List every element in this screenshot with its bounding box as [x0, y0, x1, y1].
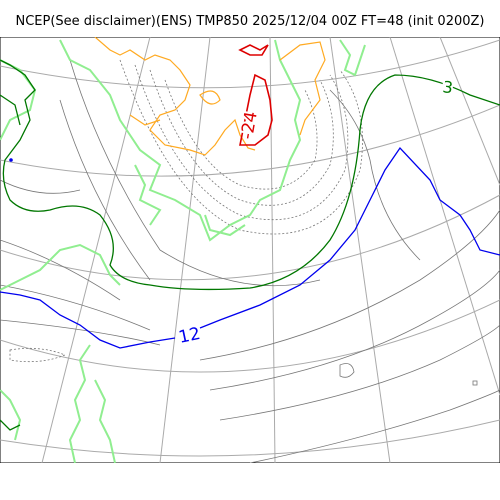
station-marker [9, 158, 13, 162]
latitude-circle [0, 104, 500, 177]
chart-title: NCEP(See disclaimer)(ENS) TMP850 2025/12… [15, 14, 485, 29]
isotherm-3-line [0, 59, 500, 291]
meridian-line [159, 37, 211, 463]
coastline [0, 243, 121, 291]
isotherm-12-line [199, 146, 500, 329]
warm-contour-line [199, 90, 221, 105]
contour-labels: 3 12 -24 [175, 75, 456, 350]
map-panel: 3 12 -24 [0, 37, 500, 463]
coastline [339, 39, 366, 77]
warm-contour-line [279, 41, 326, 136]
latitude-circle [0, 39, 500, 89]
minor-contour [9, 347, 67, 363]
latitude-circle [0, 419, 500, 457]
coastline [94, 379, 116, 463]
minor-contours [0, 59, 500, 463]
minor-contour [69, 59, 321, 287]
minor-contour [0, 179, 81, 194]
minor-contour [0, 319, 161, 346]
minor-contour [339, 363, 355, 378]
island-marker [472, 380, 478, 386]
coastlines [0, 39, 366, 463]
coastline [68, 344, 91, 463]
minor-contour [59, 99, 151, 281]
minor-contour [134, 64, 349, 221]
cold-core-contour-line [239, 73, 273, 146]
minor-contour [199, 209, 500, 361]
meridian-line [439, 37, 500, 186]
warm-contour-line [129, 114, 161, 126]
contour-label-3: 3 [441, 77, 454, 97]
isotherm-3 [0, 59, 500, 431]
minor-contour [209, 269, 500, 391]
isotherm-12-line [0, 291, 176, 349]
coastline [204, 214, 246, 237]
coastline [0, 389, 22, 441]
isotherm-3-line [0, 419, 21, 431]
contour-label-12: 12 [177, 324, 202, 348]
minor-contour [329, 89, 421, 261]
minor-contour [249, 389, 500, 463]
warm-contours [94, 37, 326, 156]
meridian-line [329, 37, 391, 463]
meridian-line [389, 37, 500, 396]
minor-contour [219, 324, 500, 421]
cold-core-contour-line [238, 44, 269, 56]
coastline [0, 59, 37, 141]
minor-contour [164, 79, 318, 190]
warm-contour-line [94, 37, 256, 156]
cold-core-contours [238, 44, 273, 146]
minor-contour [0, 239, 121, 301]
latitude-circle [0, 194, 500, 281]
isotherm-3-line [0, 94, 21, 126]
meridian-line [41, 37, 151, 463]
minor-contour [0, 284, 151, 331]
isotherm-12 [0, 146, 500, 349]
coastline [134, 164, 162, 226]
